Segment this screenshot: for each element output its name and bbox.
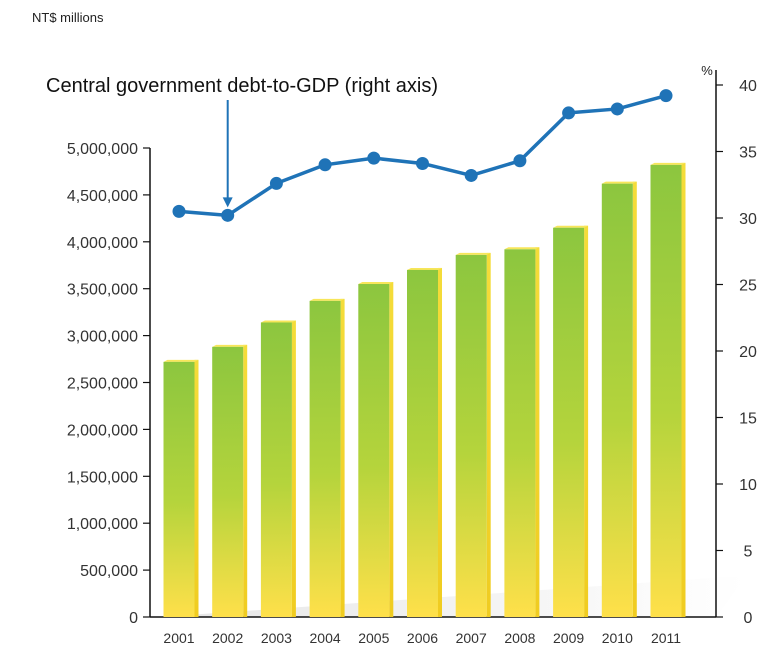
right-tick-label: 20 (739, 344, 757, 361)
bar (260, 322, 292, 617)
line-point (367, 151, 381, 165)
right-tick-label: 35 (739, 145, 757, 162)
left-tick-label: 1,500,000 (67, 469, 138, 486)
bar (601, 183, 633, 618)
bar (650, 164, 682, 617)
floor-shadow (160, 577, 746, 617)
x-tick-label: 2002 (212, 630, 243, 646)
bar-top (212, 344, 248, 347)
bar (163, 361, 195, 617)
line-point (562, 106, 576, 120)
bar-side (194, 359, 199, 617)
arrow-head (222, 197, 233, 208)
left-tick-label: 2,500,000 (67, 376, 138, 393)
right-tick-label: 15 (739, 411, 757, 428)
left-tick-label: 4,500,000 (67, 188, 138, 205)
x-tick-label: 2007 (456, 630, 487, 646)
right-tick-label: 5 (744, 544, 753, 561)
bar-side (340, 298, 345, 617)
right-tick-label: 0 (744, 610, 753, 627)
bar-top (504, 247, 540, 250)
line-point (659, 89, 673, 103)
bar (504, 249, 536, 617)
left-tick-label: 3,000,000 (67, 329, 138, 346)
left-tick-label: 4,000,000 (67, 235, 138, 252)
bar (358, 284, 390, 617)
right-tick-label: 25 (739, 278, 757, 295)
bar-side (535, 247, 540, 617)
bar-top (601, 181, 637, 184)
bar-top (407, 267, 442, 270)
x-tick-label: 2003 (261, 630, 292, 646)
bar (553, 227, 585, 618)
line-point (513, 154, 527, 168)
x-tick-label: 2008 (504, 630, 535, 646)
bar-side (486, 252, 491, 617)
left-axis: 0 500,000 1,000,000 1,500,000 2,000,000 2,500… (67, 141, 716, 627)
right-tick-label: 10 (739, 477, 757, 494)
x-tick-label: 2009 (553, 630, 584, 646)
bar-top (455, 252, 491, 255)
bar-side (681, 162, 686, 617)
x-tick-label: 2005 (358, 630, 389, 646)
bar-top (358, 282, 394, 285)
left-tick-label: 1,000,000 (67, 516, 138, 533)
line-point (610, 102, 624, 116)
line-point (416, 156, 429, 170)
line-point (172, 204, 186, 218)
bar-top (553, 225, 589, 228)
bar-top (650, 162, 686, 165)
bar-top (163, 359, 199, 362)
right-axis-unit: % (701, 63, 713, 78)
line-point (318, 158, 332, 172)
annotation-arrow (222, 100, 233, 208)
bar-series (163, 162, 686, 618)
left-axis-unit: NT$ millions (32, 10, 104, 25)
line-series (172, 89, 673, 222)
x-tick-label: 2006 (407, 630, 438, 646)
x-tick-label: 2004 (310, 630, 341, 646)
line-point (269, 176, 283, 190)
bar-side (243, 344, 248, 617)
left-tick-label: 5,000,000 (67, 141, 138, 158)
x-tick-label: 2010 (602, 630, 633, 646)
x-tick-label: 2011 (651, 630, 681, 646)
x-axis-ticks: 2001 2002 2003 2004 2005 2006 2007 2008 2009 2010… (163, 630, 681, 646)
bar (212, 346, 244, 617)
bar (309, 300, 341, 617)
line-path (178, 93, 667, 218)
bar-side (389, 282, 394, 617)
left-tick-label: 0 (129, 610, 138, 627)
bar-top (309, 298, 345, 301)
floor-band (160, 577, 746, 617)
bar-top (260, 320, 296, 323)
right-tick-label: 30 (739, 211, 757, 228)
x-tick-label: 2001 (163, 630, 194, 646)
line-point (464, 168, 478, 182)
bar-side (291, 320, 296, 617)
right-axis: 0 5 10 15 20 25 30 35 40 (715, 70, 757, 627)
annotation-label: Central government debt-to-GDP (right ax… (46, 75, 438, 97)
left-tick-label: 2,000,000 (67, 422, 138, 439)
bar-side (584, 225, 589, 618)
bar (407, 269, 438, 617)
left-tick-label: 3,500,000 (67, 282, 138, 299)
line-point (221, 208, 235, 222)
bar-side (438, 267, 442, 617)
left-tick-label: 500,000 (80, 563, 138, 580)
bar (455, 254, 487, 617)
bar-side (632, 181, 637, 618)
right-tick-label: 40 (739, 78, 757, 95)
